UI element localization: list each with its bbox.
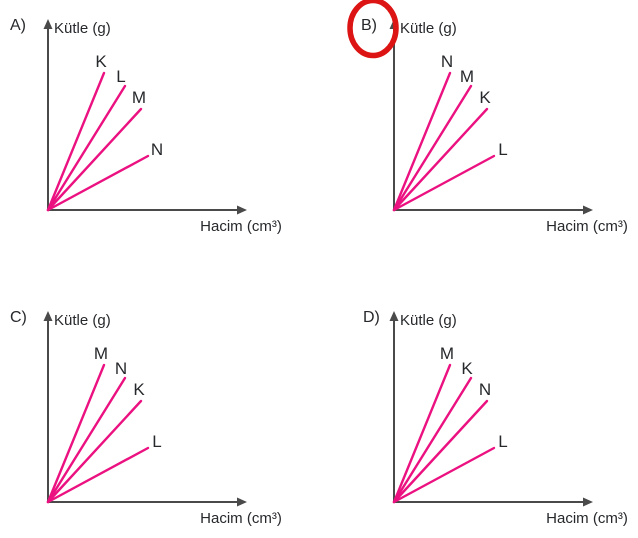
density-line-L (392, 154, 496, 212)
density-line-M (46, 107, 143, 212)
answer-circle-annotation (347, 0, 399, 59)
line-label-K: K (133, 380, 145, 399)
option-letter: B) (361, 17, 377, 34)
option-letter: A) (10, 17, 26, 34)
density-line-N (392, 71, 452, 212)
x-axis-label: Hacim (cm³) (200, 218, 282, 235)
line-label-N: N (115, 359, 127, 378)
line-label-L: L (498, 432, 507, 451)
line-label-L: L (152, 432, 161, 451)
y-axis-arrow-icon (389, 311, 399, 321)
density-line-K (46, 399, 143, 504)
graph-option-b: B) Kütle (g) Hacim (cm³) NMK L (347, 0, 628, 235)
line-label-L: L (116, 67, 125, 86)
line-label-M: M (440, 344, 454, 363)
line-label-M: M (132, 88, 146, 107)
y-axis-label: Kütle (g) (400, 20, 457, 37)
y-axis-arrow-icon (43, 19, 53, 29)
y-axis-arrow-icon (43, 311, 53, 321)
density-line-N (46, 376, 127, 504)
x-axis-arrow-icon (583, 205, 593, 215)
line-label-M: M (94, 344, 108, 363)
y-axis-label: Kütle (g) (54, 20, 111, 37)
line-label-K: K (479, 88, 491, 107)
graph-option-d: D) Kütle (g) Hacim (cm³) MKN L (363, 309, 628, 527)
option-letter: C) (10, 309, 27, 326)
graph-option-c: C) Kütle (g) Hacim (cm³) MNK L (10, 309, 282, 527)
density-line-K (392, 107, 489, 212)
density-line-L (392, 446, 496, 504)
x-axis-arrow-icon (237, 205, 247, 215)
density-line-M (392, 363, 452, 504)
line-label-N: N (479, 380, 491, 399)
y-axis-label: Kütle (g) (54, 312, 111, 329)
density-line-K (392, 376, 473, 504)
density-line-M (46, 363, 106, 504)
graph-option-a: A) Kütle (g) Hacim (cm³) KLM N (10, 17, 282, 235)
line-label-N: N (441, 52, 453, 71)
density-line-L (46, 84, 127, 212)
line-label-K: K (461, 359, 473, 378)
line-label-K: K (95, 52, 107, 71)
line-label-M: M (460, 67, 474, 86)
option-letter: D) (363, 309, 380, 326)
y-axis-label: Kütle (g) (400, 312, 457, 329)
x-axis-label: Hacim (cm³) (546, 218, 628, 235)
density-line-N (392, 399, 489, 504)
density-line-N (46, 154, 150, 212)
x-axis-label: Hacim (cm³) (546, 510, 628, 527)
line-label-L: L (498, 140, 507, 159)
density-line-M (392, 84, 473, 212)
x-axis-arrow-icon (237, 497, 247, 507)
density-line-L (46, 446, 150, 504)
x-axis-label: Hacim (cm³) (200, 510, 282, 527)
line-label-N: N (151, 140, 163, 159)
density-line-K (46, 71, 106, 212)
x-axis-arrow-icon (583, 497, 593, 507)
